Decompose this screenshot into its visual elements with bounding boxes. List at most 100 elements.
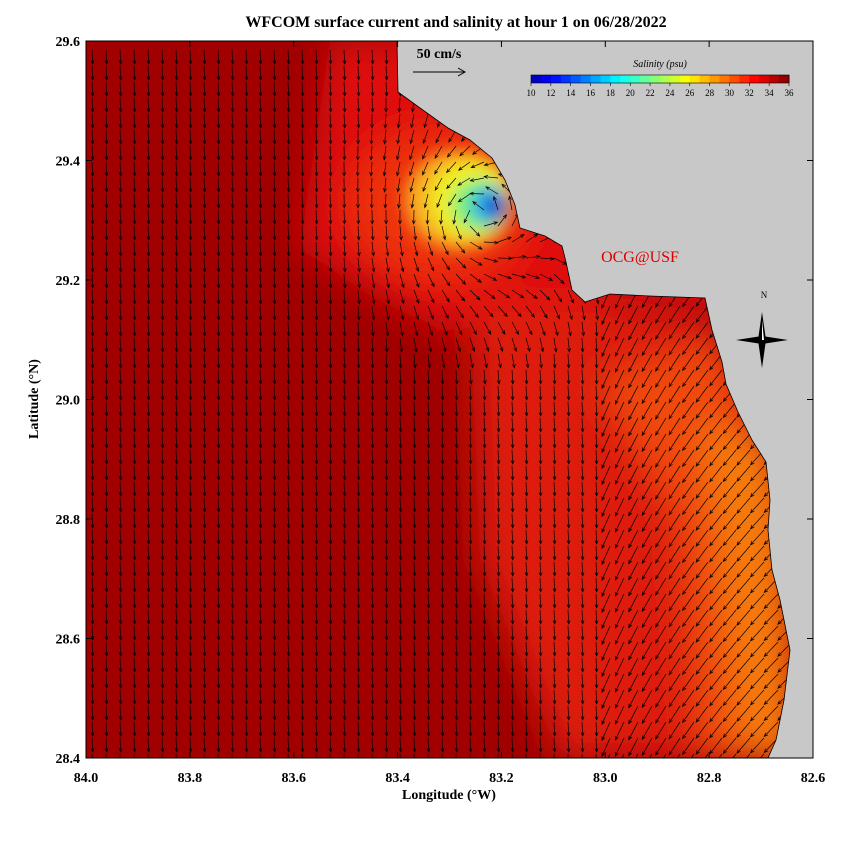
vector xyxy=(398,545,403,561)
vector xyxy=(90,529,95,545)
vector xyxy=(614,449,625,469)
vector xyxy=(370,673,375,689)
vector xyxy=(655,705,667,724)
vector xyxy=(258,289,263,305)
vector xyxy=(104,625,109,641)
vector xyxy=(174,577,179,593)
vector xyxy=(511,321,519,336)
vector xyxy=(132,609,137,625)
vector xyxy=(314,257,319,273)
vector xyxy=(524,561,529,577)
vector xyxy=(300,289,305,305)
vector xyxy=(132,289,137,305)
vector xyxy=(398,465,403,481)
vector xyxy=(426,449,431,465)
vector xyxy=(188,97,193,113)
chart-title: WFCOM surface current and salinity at ho… xyxy=(245,14,666,31)
vector xyxy=(146,673,151,689)
vector xyxy=(286,689,291,705)
vector xyxy=(258,49,263,65)
vector xyxy=(230,113,235,129)
vector xyxy=(300,465,305,481)
vector xyxy=(385,305,390,321)
vector xyxy=(286,417,291,433)
vector xyxy=(146,641,151,657)
vector xyxy=(328,689,333,705)
vector xyxy=(118,369,123,385)
vector xyxy=(601,625,611,646)
vector xyxy=(749,673,765,690)
vector xyxy=(655,433,667,452)
vector xyxy=(628,513,639,533)
vector xyxy=(412,545,417,561)
vector xyxy=(230,673,235,689)
colorbar-swatch xyxy=(560,75,572,83)
vector xyxy=(272,433,277,449)
vector xyxy=(440,529,445,545)
vector xyxy=(722,401,737,419)
vector xyxy=(160,641,165,657)
vector xyxy=(342,353,347,369)
vector xyxy=(328,705,333,721)
vector xyxy=(749,737,765,754)
vector xyxy=(426,721,431,737)
vector xyxy=(244,513,249,529)
vector xyxy=(641,401,653,421)
vector xyxy=(244,737,249,753)
vector xyxy=(230,129,235,145)
vector xyxy=(286,657,291,673)
vector xyxy=(202,577,207,593)
vector xyxy=(601,705,611,726)
vector xyxy=(384,369,389,385)
vector xyxy=(736,529,751,546)
vector xyxy=(482,561,487,577)
colorbar-tick-label: 24 xyxy=(665,88,675,98)
vector xyxy=(104,705,109,721)
vector xyxy=(497,214,507,227)
vector xyxy=(722,641,737,659)
vector xyxy=(202,97,207,113)
vector xyxy=(286,385,291,401)
vector xyxy=(614,353,625,373)
vector xyxy=(454,737,459,753)
vector xyxy=(244,161,249,177)
vector xyxy=(132,577,137,593)
vector xyxy=(722,577,737,595)
vector xyxy=(655,689,667,708)
vector xyxy=(538,737,543,753)
vector xyxy=(370,625,375,641)
vector xyxy=(258,113,263,129)
vector xyxy=(342,225,347,241)
vector xyxy=(455,337,461,353)
vector xyxy=(384,49,389,65)
vector xyxy=(342,625,347,641)
vector xyxy=(398,433,403,449)
vector xyxy=(749,529,765,546)
vector xyxy=(496,737,501,753)
vector xyxy=(342,705,347,721)
vector xyxy=(482,705,487,721)
vector xyxy=(230,449,235,465)
vector xyxy=(614,433,625,453)
vector xyxy=(314,513,319,529)
vector xyxy=(342,145,347,161)
vector xyxy=(188,641,193,657)
vector xyxy=(641,657,653,677)
vector xyxy=(641,353,653,373)
vector xyxy=(468,609,473,625)
vector xyxy=(709,369,723,387)
vector xyxy=(132,561,137,577)
vector xyxy=(90,321,95,337)
vector xyxy=(90,257,95,273)
vector xyxy=(552,385,557,401)
vector xyxy=(356,353,361,369)
vector xyxy=(104,81,109,97)
vector xyxy=(355,161,360,177)
vector xyxy=(496,577,501,593)
vector xyxy=(146,689,151,705)
vector xyxy=(423,193,429,209)
vector xyxy=(371,241,376,257)
vector xyxy=(118,481,123,497)
vector xyxy=(258,337,263,353)
vector xyxy=(188,129,193,145)
